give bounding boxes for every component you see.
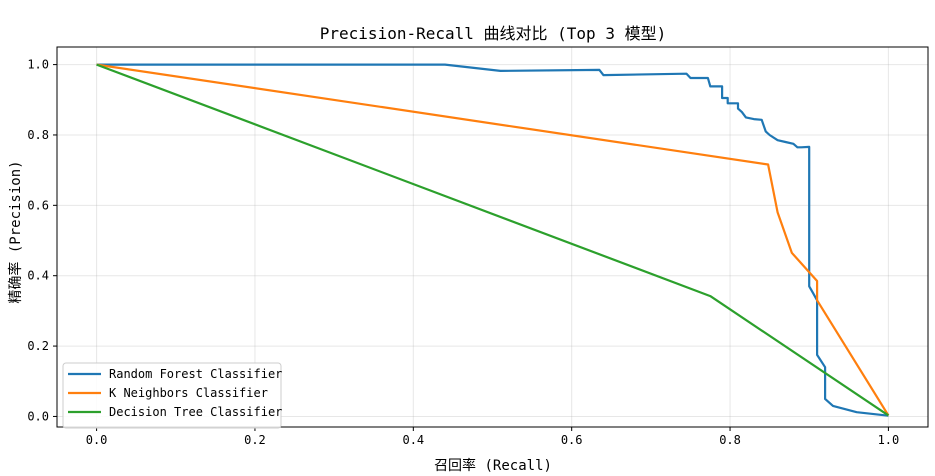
series-line-k-neighbors-classifier — [96, 63, 890, 416]
legend-label: K Neighbors Classifier — [109, 386, 268, 400]
series-lines — [96, 63, 890, 417]
y-tick-label: 0.0 — [27, 409, 49, 423]
x-tick-label: 0.0 — [86, 433, 108, 447]
legend-label: Random Forest Classifier — [109, 367, 282, 381]
legend-label: Decision Tree Classifier — [109, 405, 282, 419]
series-line-random-forest-classifier — [96, 63, 889, 417]
y-tick-label: 0.2 — [27, 339, 49, 353]
axis-ticks: 0.0 0.2 0.4 0.6 0.8 1.0 0.0 0.2 0.4 0.6 0.8 1.0 — [27, 58, 899, 447]
y-tick-label: 0.8 — [27, 128, 49, 142]
x-tick-label: 0.6 — [561, 433, 583, 447]
series-line-decision-tree-classifier — [96, 63, 890, 417]
legend: Random Forest Classifier K Neighbors Clas… — [62, 362, 282, 429]
plot-frame — [56, 46, 929, 428]
x-tick-label: 0.2 — [244, 433, 266, 447]
x-tick-label: 0.8 — [719, 433, 741, 447]
y-axis-title: 精确率 (Precision) — [7, 160, 24, 303]
chart-title: Precision-Recall 曲线对比 (Top 3 模型) — [320, 24, 666, 43]
x-tick-label: 0.4 — [402, 433, 424, 447]
y-tick-label: 0.4 — [27, 269, 49, 283]
y-tick-label: 1.0 — [27, 58, 49, 72]
y-tick-label: 0.6 — [27, 198, 49, 212]
legend-box — [62, 362, 282, 429]
x-tick-label: 1.0 — [878, 433, 900, 447]
x-axis-title: 召回率 (Recall) — [434, 457, 552, 474]
